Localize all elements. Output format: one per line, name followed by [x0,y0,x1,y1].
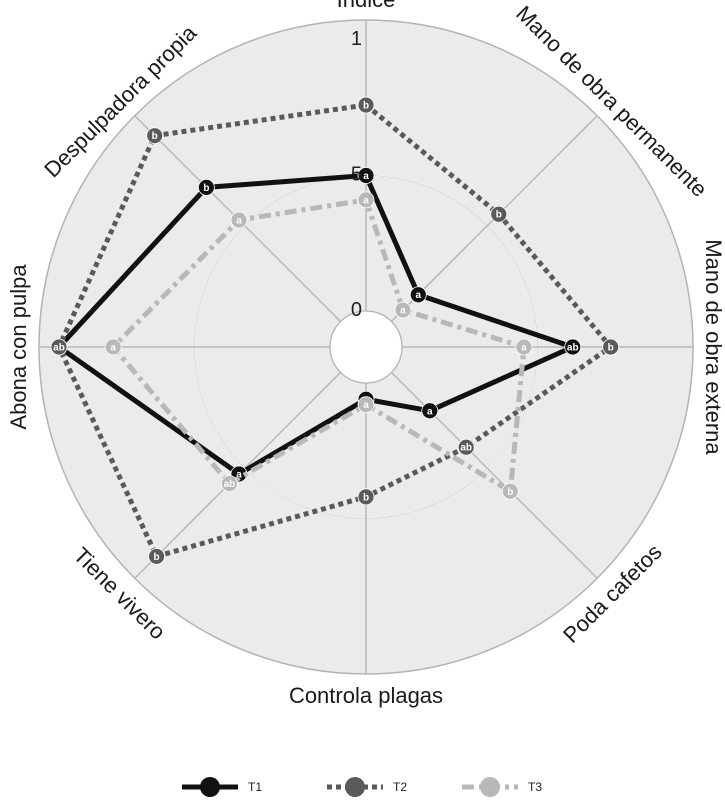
point-marker [148,548,165,565]
point-marker [394,301,412,319]
point-label: b [203,183,209,194]
point-marker [198,179,215,196]
point-label: a [521,343,527,354]
legend-label: T2 [393,780,407,794]
data-point: a [357,191,375,209]
point-label: a [363,400,369,411]
data-point: b [148,548,165,565]
point-label: b [363,492,369,503]
legend-marker [345,777,365,797]
point-marker [146,127,164,145]
series-layer: aaabaaaabbbbbabbbabbaaabaabaa [50,96,620,565]
data-point: a [515,338,533,356]
point-marker [104,338,122,356]
legend-marker [480,777,500,797]
legend: T1 T2 T3 [182,777,542,797]
legend-marker [200,777,220,797]
point-label: a [110,343,116,354]
axis-label: Abona con pulpa [6,264,31,430]
data-point: a [421,402,439,420]
legend-item-T1: T1 [182,777,262,797]
data-point: a [394,301,412,319]
legend-label: T3 [528,780,542,794]
point-marker [50,338,68,356]
data-point: b [146,127,164,145]
point-marker [221,475,238,492]
grid [38,19,694,675]
data-point: ab [221,475,238,492]
point-marker [564,338,582,356]
data-point: b [357,488,375,506]
data-point: b [198,179,215,196]
point-label: a [236,215,242,226]
point-marker [421,402,439,420]
point-label: b [154,552,160,563]
data-point: b [490,205,508,223]
data-point: a [104,338,122,356]
point-label: b [507,487,513,498]
data-point: a [357,396,375,414]
point-marker [230,211,248,229]
tick-label: 1 [351,28,362,50]
point-label: a [363,195,369,206]
point-label: b [496,210,502,221]
data-point: ab [457,438,475,456]
point-marker [357,488,375,506]
point-marker [602,338,620,356]
data-point: b [602,338,620,356]
data-point: a [357,167,375,184]
data-point: b [501,482,519,500]
point-marker [515,338,533,356]
axis-label: Índice [337,0,396,12]
point-marker [357,191,375,209]
point-label: b [152,131,158,142]
point-marker [501,482,519,500]
point-label: ab [224,479,236,490]
legend-item-T3: T3 [462,777,542,797]
legend-item-T2: T2 [327,777,407,797]
point-marker [357,167,375,184]
point-marker [357,396,375,414]
point-label: b [608,343,614,354]
point-marker [457,438,475,456]
data-point: b [357,96,375,114]
point-label: ab [460,443,472,454]
point-label: a [427,406,433,417]
point-label: a [416,290,422,301]
data-point: ab [50,338,68,356]
tick-labels: 1 5 0 [351,28,362,321]
point-marker [490,205,508,223]
tick-label: 5 [351,164,362,186]
data-point: a [409,286,427,304]
point-label: a [363,171,369,182]
point-label: b [363,101,369,112]
point-label: a [400,306,406,317]
point-marker [357,96,375,114]
point-marker [409,286,427,304]
data-point: a [230,211,248,229]
point-label: ab [53,343,65,354]
axis-label: Controla plagas [289,683,443,708]
tick-label: 0 [351,299,362,321]
legend-label: T1 [248,780,262,794]
inner-hole [329,310,403,384]
point-label: a [236,470,242,481]
point-label: ab [567,343,579,354]
axis-label: Mano de obra externa [701,239,725,455]
data-point: ab [564,338,582,356]
